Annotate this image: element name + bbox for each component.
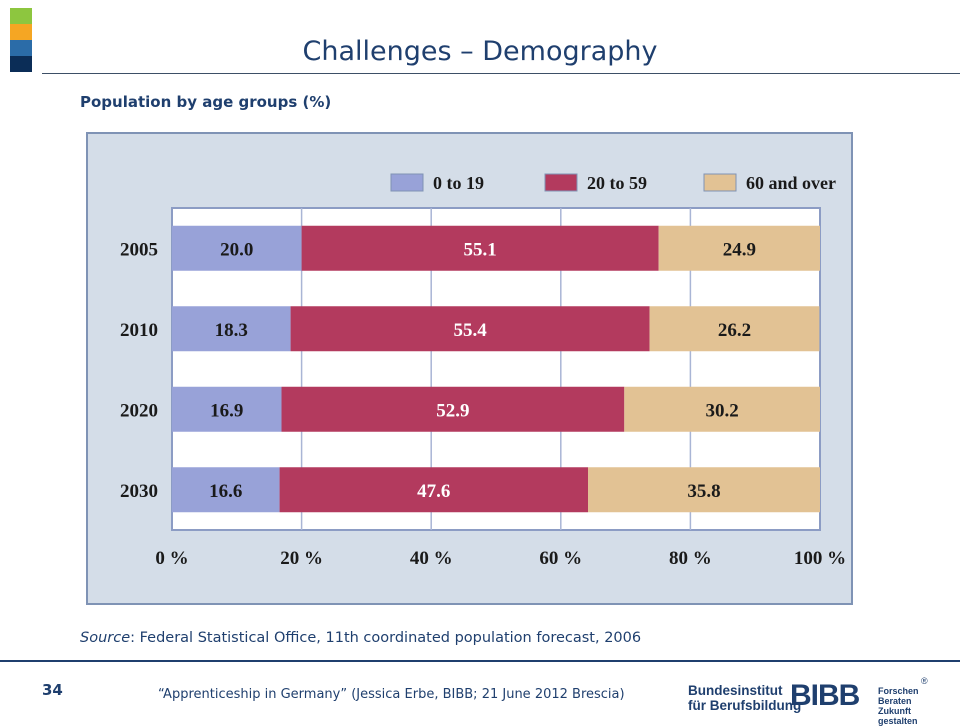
category-label: 2005 [120, 239, 158, 260]
data-label: 18.3 [215, 320, 248, 341]
logo-institute-line1: Bundesinstitut [688, 683, 783, 698]
logo-tagline: Forschen Beraten Zukunft gestalten [878, 686, 952, 726]
accent-green-block [10, 8, 32, 24]
x-tick-label: 100 % [794, 548, 846, 569]
footer-divider [0, 660, 960, 662]
category-label: 2020 [120, 400, 158, 421]
data-label: 24.9 [723, 239, 756, 260]
logo-institute-name: Bundesinstitut für Berufsbildung [688, 683, 801, 713]
logo-tag-line1: Forschen [878, 686, 919, 696]
data-label: 52.9 [436, 400, 469, 421]
logo-institute-line2: für Berufsbildung [688, 698, 802, 713]
bar-segment [290, 306, 650, 352]
data-label: 26.2 [718, 320, 751, 341]
registered-mark: ® [921, 676, 928, 686]
accent-orange-block [10, 24, 32, 40]
data-label: 55.4 [453, 320, 487, 341]
bar-segment [658, 225, 820, 271]
x-tick-label: 60 % [539, 548, 582, 569]
data-label: 30.2 [706, 400, 739, 421]
bar-segment [301, 225, 659, 271]
logo-tag-line2: Beraten [878, 696, 912, 706]
bar-segment [281, 386, 625, 432]
bar-segment [588, 467, 820, 513]
source-label: Source [80, 630, 131, 646]
legend-label: 20 to 59 [587, 173, 647, 193]
legend-swatch [703, 173, 737, 192]
x-tick-label: 40 % [410, 548, 453, 569]
data-label: 47.6 [417, 481, 450, 502]
data-label: 16.9 [210, 400, 243, 421]
data-label: 35.8 [687, 481, 720, 502]
category-label: 2030 [120, 481, 158, 502]
bar-segment [279, 467, 589, 513]
legend-label: 60 and over [746, 173, 836, 193]
accent-blue-block [10, 40, 32, 56]
data-label: 20.0 [220, 239, 253, 260]
data-label: 16.6 [209, 481, 242, 502]
logo-mark: BIBB [790, 679, 860, 712]
source-text: : Federal Statistical Office, 11th coord… [130, 630, 642, 646]
bar-segment [649, 306, 820, 352]
legend-swatch [544, 173, 578, 192]
bibb-logo: Bundesinstitut für Berufsbildung BIBB Fo… [688, 676, 952, 726]
logo-tag-line3: Zukunft gestalten [878, 706, 918, 726]
x-tick-label: 80 % [669, 548, 712, 569]
slide-title: Challenges – Demography [302, 36, 658, 67]
chart-subtitle: Population by age groups (%) [80, 93, 332, 111]
page-number: 34 [42, 681, 63, 699]
title-divider [42, 73, 960, 74]
source-note: Source: Federal Statistical Office, 11th… [80, 630, 641, 646]
bar-segment [172, 467, 280, 513]
data-label: 55.1 [463, 239, 496, 260]
legend-label: 0 to 19 [433, 173, 484, 193]
stacked-bar-chart: 2005 20.0 55.1 24.9 2010 18.3 55.4 26.2 2020 16.9… [86, 132, 853, 605]
bar-segment [172, 386, 282, 432]
x-tick-label: 20 % [280, 548, 323, 569]
legend-swatch [390, 173, 424, 192]
x-tick-label: 0 % [155, 548, 188, 569]
bar-segment [624, 386, 820, 432]
accent-navy-block [10, 56, 32, 72]
bar-segment [172, 225, 302, 271]
chart-container: 2005 20.0 55.1 24.9 2010 18.3 55.4 26.2 2020 16.9… [86, 132, 853, 605]
footer-citation: “Apprenticeship in Germany” (Jessica Erb… [158, 687, 625, 702]
bar-segment [172, 306, 291, 352]
category-label: 2010 [120, 320, 158, 341]
